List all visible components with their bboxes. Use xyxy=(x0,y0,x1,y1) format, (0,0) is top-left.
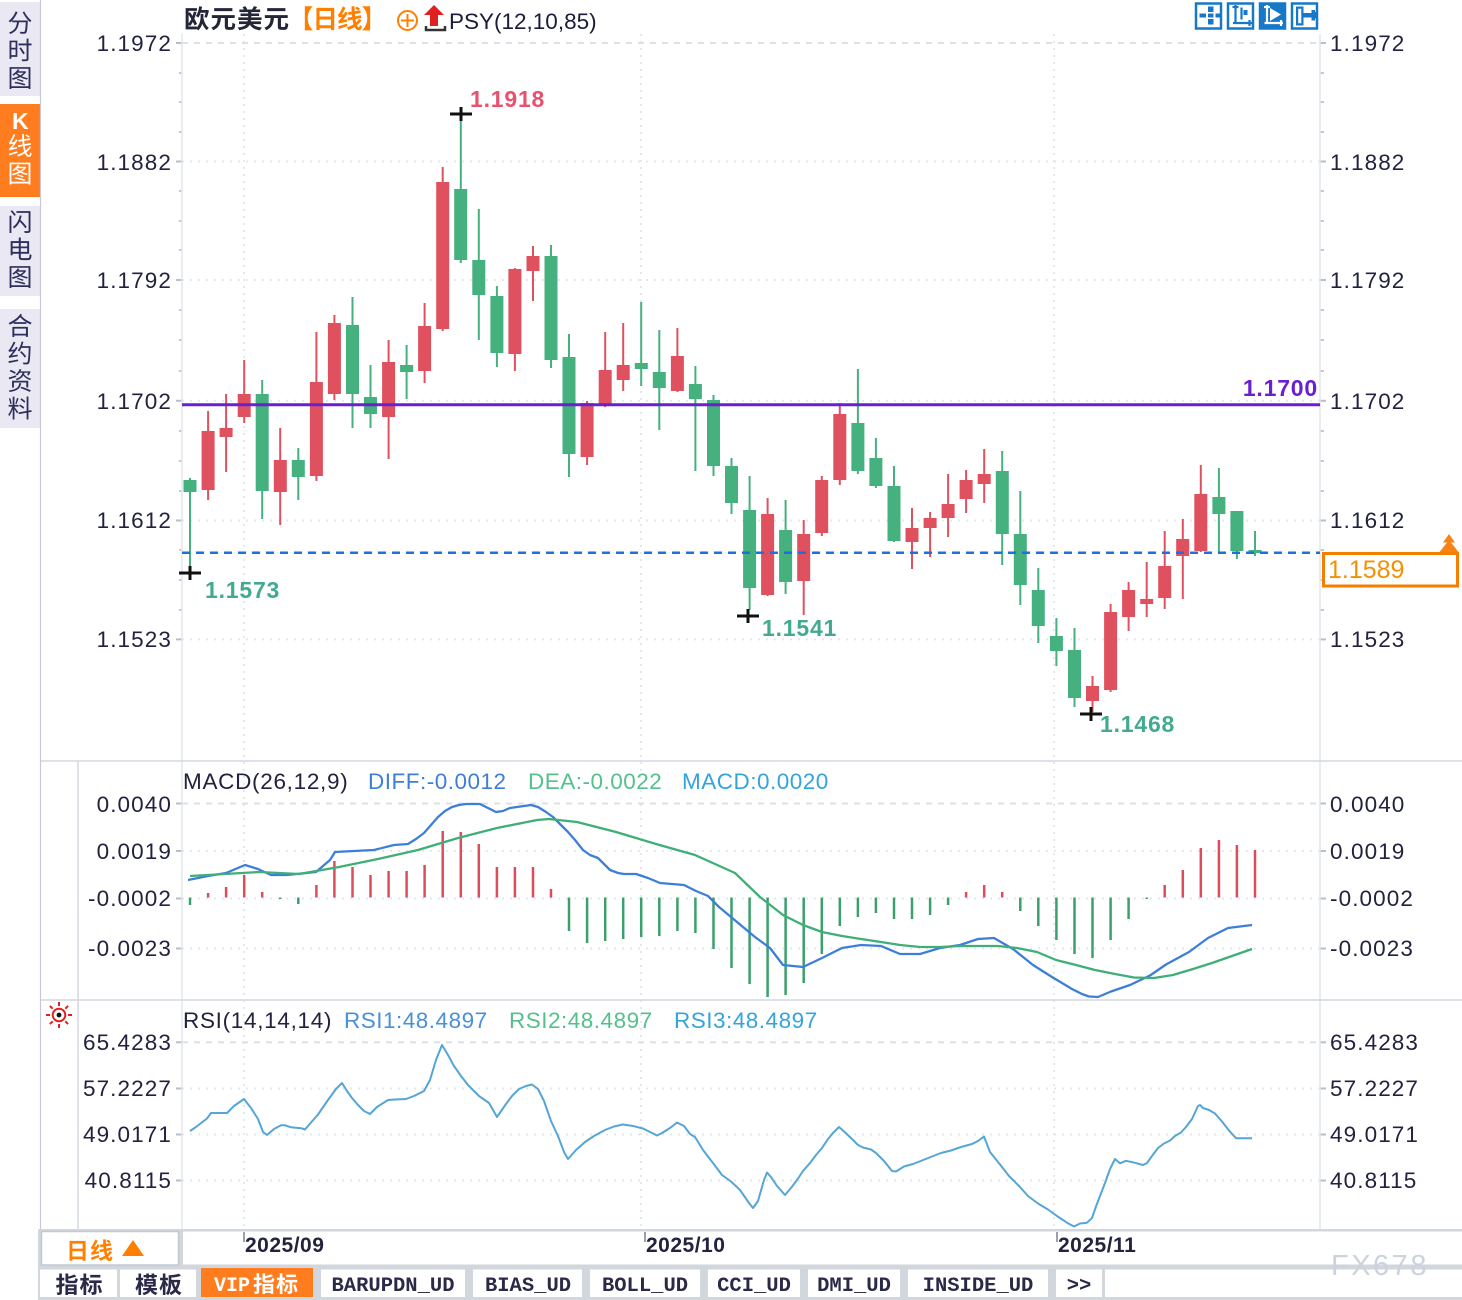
svg-text:BOLL_UD: BOLL_UD xyxy=(602,1275,688,1298)
svg-text:1.1702: 1.1702 xyxy=(1330,389,1405,414)
svg-text:RSI3:48.4897: RSI3:48.4897 xyxy=(674,1008,818,1033)
svg-text:1.1702: 1.1702 xyxy=(97,389,172,414)
svg-text:2025/09: 2025/09 xyxy=(245,1234,324,1257)
svg-text:1.1972: 1.1972 xyxy=(97,31,172,56)
svg-text:1.1523: 1.1523 xyxy=(97,627,172,652)
svg-text:1.1882: 1.1882 xyxy=(97,150,172,175)
svg-text:K: K xyxy=(12,108,29,134)
svg-text:RSI(14,14,14): RSI(14,14,14) xyxy=(183,1008,332,1033)
svg-text:-0.0023: -0.0023 xyxy=(1330,936,1414,961)
svg-text:65.4283: 65.4283 xyxy=(83,1030,172,1055)
svg-text:1.1541: 1.1541 xyxy=(762,615,837,641)
svg-text:1.1700: 1.1700 xyxy=(1243,375,1318,401)
svg-text:PSY(12,10,85): PSY(12,10,85) xyxy=(449,9,597,34)
svg-text:0.0019: 0.0019 xyxy=(1330,839,1405,864)
svg-text:CCI_UD: CCI_UD xyxy=(717,1275,791,1298)
svg-text:1.1523: 1.1523 xyxy=(1330,627,1405,652)
svg-text:2025/10: 2025/10 xyxy=(646,1234,725,1257)
svg-text:-0.0002: -0.0002 xyxy=(1330,886,1414,911)
svg-text:-0.0023: -0.0023 xyxy=(88,936,172,961)
svg-text:>>: >> xyxy=(1067,1275,1092,1298)
svg-text:1.1972: 1.1972 xyxy=(1330,31,1405,56)
svg-text:40.8115: 40.8115 xyxy=(85,1168,172,1193)
svg-text:0.0019: 0.0019 xyxy=(97,839,172,864)
svg-text:FX678: FX678 xyxy=(1331,1250,1429,1282)
svg-text:1.1573: 1.1573 xyxy=(205,577,280,603)
svg-text:BARUPDN_UD: BARUPDN_UD xyxy=(331,1275,454,1298)
svg-text:RSI2:48.4897: RSI2:48.4897 xyxy=(509,1008,653,1033)
svg-text:0.0040: 0.0040 xyxy=(97,792,172,817)
svg-text:VIP: VIP xyxy=(214,1275,250,1298)
svg-text:MACD:0.0020: MACD:0.0020 xyxy=(682,769,829,794)
svg-text:DEA:-0.0022: DEA:-0.0022 xyxy=(528,769,662,794)
svg-text:1.1612: 1.1612 xyxy=(97,508,172,533)
svg-text:INSIDE_UD: INSIDE_UD xyxy=(923,1275,1034,1298)
svg-text:1.1918: 1.1918 xyxy=(470,86,545,112)
svg-text:1.1612: 1.1612 xyxy=(1330,508,1405,533)
svg-text:DMI_UD: DMI_UD xyxy=(817,1275,891,1298)
svg-text:BIAS_UD: BIAS_UD xyxy=(485,1275,571,1298)
svg-text:40.8115: 40.8115 xyxy=(1330,1168,1417,1193)
svg-text:DIFF:-0.0012: DIFF:-0.0012 xyxy=(368,769,507,794)
svg-text:1.1468: 1.1468 xyxy=(1100,711,1175,737)
svg-text:1.1792: 1.1792 xyxy=(97,268,172,293)
svg-text:57.2227: 57.2227 xyxy=(83,1076,172,1101)
svg-text:1.1589: 1.1589 xyxy=(1328,556,1404,584)
svg-text:57.2227: 57.2227 xyxy=(1330,1076,1419,1101)
svg-text:-0.0002: -0.0002 xyxy=(88,886,172,911)
svg-text:RSI1:48.4897: RSI1:48.4897 xyxy=(344,1008,488,1033)
svg-text:49.0171: 49.0171 xyxy=(83,1122,172,1147)
svg-text:1.1792: 1.1792 xyxy=(1330,268,1405,293)
svg-text:1.1882: 1.1882 xyxy=(1330,150,1405,175)
svg-text:49.0171: 49.0171 xyxy=(1330,1122,1419,1147)
svg-text:65.4283: 65.4283 xyxy=(1330,1030,1419,1055)
svg-text:2025/11: 2025/11 xyxy=(1058,1234,1136,1257)
svg-text:MACD(26,12,9): MACD(26,12,9) xyxy=(183,769,348,794)
svg-text:0.0040: 0.0040 xyxy=(1330,792,1405,817)
